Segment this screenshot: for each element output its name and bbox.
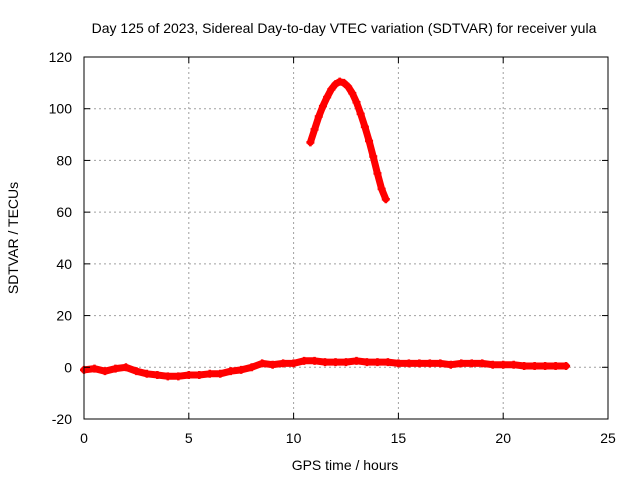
x-tick-label: 10 [286, 430, 302, 446]
chart-title: Day 125 of 2023, Sidereal Day-to-day VTE… [92, 20, 597, 36]
data-point-baseline [226, 367, 235, 376]
data-point-baseline [404, 359, 413, 368]
y-tick-label: 20 [56, 308, 72, 324]
data-point-arc [339, 78, 348, 87]
data-point-arc [306, 138, 315, 147]
data-point-baseline [289, 359, 298, 368]
y-tick-label: 40 [56, 256, 72, 272]
data-point-baseline [216, 369, 225, 378]
data-point-baseline [352, 356, 361, 365]
x-axis-label: GPS time / hours [292, 457, 399, 473]
data-point-baseline [310, 356, 319, 365]
data-point-baseline [478, 359, 487, 368]
data-point-baseline [279, 359, 288, 368]
x-tick-label: 0 [80, 430, 88, 446]
x-tick-label: 25 [600, 430, 616, 446]
y-tick-label: 120 [49, 49, 73, 65]
data-point-baseline [342, 358, 350, 367]
data-point-arc [360, 122, 369, 131]
data-point-arc [323, 93, 332, 102]
data-point-baseline [90, 364, 99, 373]
series-line-arc [306, 78, 390, 203]
data-point-arc [369, 152, 378, 161]
data-point-baseline [111, 364, 120, 373]
plot-frame [83, 56, 609, 420]
data-point-baseline [153, 371, 162, 380]
data-point-baseline [499, 360, 508, 369]
data-point-arc [356, 109, 365, 118]
data-point-baseline [121, 363, 130, 372]
data-point-arc [352, 98, 361, 107]
y-tick-label: -20 [52, 411, 72, 427]
data-point-arc [373, 169, 382, 178]
data-point-arc [377, 184, 386, 193]
data-point-baseline [425, 359, 434, 368]
data-point-arc [314, 112, 323, 121]
data-point-baseline [530, 361, 539, 370]
data-point-arc [381, 195, 390, 204]
data-point-arc [348, 89, 357, 98]
data-point-baseline [205, 369, 214, 378]
data-point-baseline [268, 360, 277, 369]
data-point-baseline [436, 359, 445, 368]
data-point-baseline [362, 358, 371, 367]
data-point-baseline [247, 363, 256, 372]
data-point-arc [365, 137, 374, 146]
data-point-baseline [383, 358, 392, 367]
data-point-arc [327, 85, 336, 94]
data-point-baseline [394, 359, 403, 368]
x-tick-label: 20 [495, 430, 511, 446]
data-point-baseline [562, 361, 571, 370]
data-point-baseline [551, 361, 560, 370]
y-tick-label: 0 [64, 359, 72, 375]
y-tick-label: 80 [56, 152, 72, 168]
x-tick-label: 5 [185, 430, 193, 446]
data-point-baseline [509, 360, 518, 369]
data-point-arc [310, 125, 319, 134]
data-point-baseline [100, 367, 109, 376]
data-point-baseline [300, 356, 309, 365]
data-point-baseline [488, 360, 497, 369]
data-point-baseline [195, 371, 204, 380]
data-point-arc [344, 82, 353, 91]
data-point-baseline [457, 359, 466, 368]
data-point-baseline [237, 365, 246, 374]
data-point-baseline [541, 361, 550, 370]
data-point-arc [335, 77, 344, 86]
data-point-baseline [132, 367, 141, 376]
data-point-baseline [415, 359, 424, 368]
data-point-baseline [446, 360, 455, 369]
data-point-baseline [142, 369, 151, 378]
data-point-arc [318, 102, 327, 111]
y-tick-label: 100 [49, 101, 73, 117]
data-point-baseline [467, 359, 476, 368]
y-tick-label: 60 [56, 204, 72, 220]
axis-ticks: 0 5 10 15 20 25 -20 0 20 40 60 80 100 120 [49, 49, 616, 446]
data-marks [80, 77, 571, 381]
data-point-baseline [184, 371, 193, 380]
data-point-baseline [520, 361, 529, 370]
data-point-baseline [258, 359, 267, 368]
y-axis-label: SDTVAR / TECUs [5, 182, 21, 294]
x-tick-label: 15 [391, 430, 407, 446]
data-point-baseline [373, 358, 382, 367]
data-point-baseline [321, 358, 330, 367]
data-point-arc [331, 80, 340, 89]
data-point-baseline [174, 372, 183, 381]
data-point-baseline [163, 372, 172, 381]
data-point-baseline [331, 358, 340, 367]
